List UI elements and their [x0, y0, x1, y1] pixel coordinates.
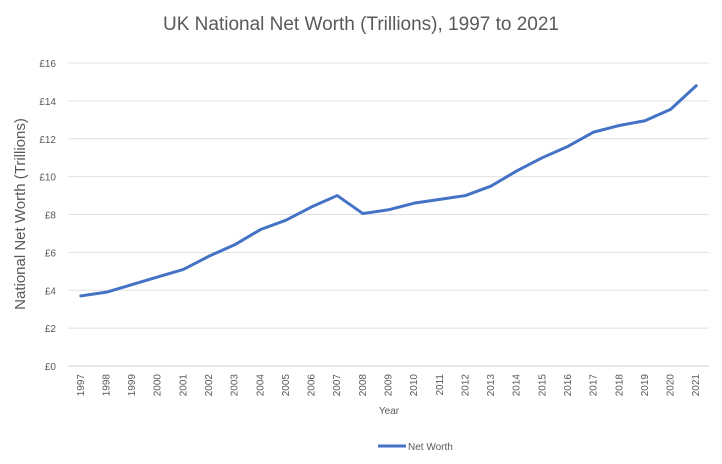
x-tick-label: 2013 [486, 374, 497, 397]
series-line [79, 84, 698, 298]
y-tick-label: £2 [45, 324, 57, 335]
data-point [207, 254, 211, 258]
data-point [618, 124, 621, 127]
x-tick-label: 2021 [691, 374, 702, 397]
y-axis-title: National Net Worth (Trillions) [12, 118, 29, 310]
data-point [438, 198, 441, 201]
y-tick-label: £10 [39, 173, 56, 184]
data-point [233, 243, 236, 246]
data-point [387, 208, 390, 211]
x-tick-label: 2017 [589, 374, 600, 397]
x-tick-label: 2001 [178, 374, 189, 397]
data-point [156, 275, 159, 279]
x-tick-label: 2019 [640, 374, 651, 397]
chart-title: UK National Net Worth (Trillions), 1997 … [162, 14, 559, 35]
data-point [79, 294, 83, 298]
data-point [259, 228, 262, 231]
y-tick-label: £8 [45, 211, 57, 222]
series-lines [79, 84, 698, 298]
x-tick-label: 1998 [101, 374, 112, 397]
x-tick-label: 2018 [614, 374, 625, 397]
x-tick-label: 2005 [281, 374, 292, 397]
x-tick-label: 2020 [666, 374, 677, 397]
data-point [592, 130, 595, 134]
data-point [464, 194, 467, 197]
x-tick-label: 2008 [358, 374, 369, 397]
y-tick-label: £14 [39, 97, 56, 108]
x-tick-label: 2009 [384, 374, 395, 397]
x-tick-label: 2007 [332, 374, 343, 397]
y-tick-label: £12 [39, 135, 56, 146]
x-tick-label: 2011 [435, 374, 446, 396]
x-tick-label: 2014 [512, 374, 523, 397]
x-tick-label: 2010 [409, 374, 420, 397]
data-point [412, 201, 416, 205]
x-tick-label: 2006 [307, 374, 318, 397]
gridlines [68, 62, 709, 367]
x-tick-label: 2003 [230, 374, 241, 397]
data-point [284, 218, 288, 222]
y-tick-label: £0 [45, 362, 57, 373]
x-axis-tick-labels: 1997 1998 1999 2000 2001 2002 2003 2004 2005 2006… [76, 374, 702, 397]
x-axis-title: Year [379, 406, 400, 417]
data-point [310, 205, 313, 209]
data-point [130, 283, 134, 286]
data-point [489, 184, 493, 188]
data-point [541, 156, 544, 159]
data-point [669, 108, 672, 111]
data-point [336, 194, 339, 197]
x-tick-label: 2004 [255, 374, 266, 397]
x-tick-label: 2015 [537, 374, 548, 397]
x-tick-label: 2000 [153, 374, 164, 397]
data-point [361, 212, 365, 215]
data-point [105, 290, 108, 294]
y-tick-label: £6 [45, 248, 57, 259]
legend: Net Worth [378, 442, 453, 453]
data-point [694, 84, 698, 87]
legend-label: Net Worth [408, 442, 453, 453]
x-tick-label: 2016 [563, 374, 574, 397]
y-tick-label: £16 [39, 59, 56, 70]
x-tick-label: 2002 [204, 374, 215, 397]
y-axis-tick-labels: £0 £2 £4 £6 £8 £10 £12 £14 £16 [39, 59, 56, 373]
data-point [182, 268, 185, 271]
y-tick-label: £4 [45, 286, 57, 297]
x-tick-label: 1997 [76, 374, 87, 397]
x-tick-label: 1999 [127, 374, 138, 397]
x-tick-label: 2012 [460, 374, 471, 397]
data-point [515, 169, 518, 173]
data-point [566, 145, 570, 148]
data-point [643, 119, 647, 122]
